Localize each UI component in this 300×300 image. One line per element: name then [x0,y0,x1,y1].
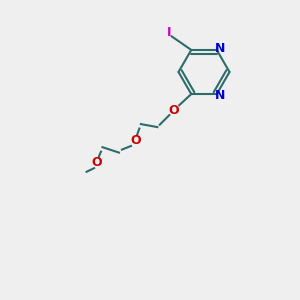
Text: N: N [215,42,226,55]
Text: O: O [169,104,179,117]
Text: I: I [167,26,171,39]
Text: N: N [215,89,226,102]
Text: O: O [92,156,102,169]
Text: O: O [130,134,141,147]
